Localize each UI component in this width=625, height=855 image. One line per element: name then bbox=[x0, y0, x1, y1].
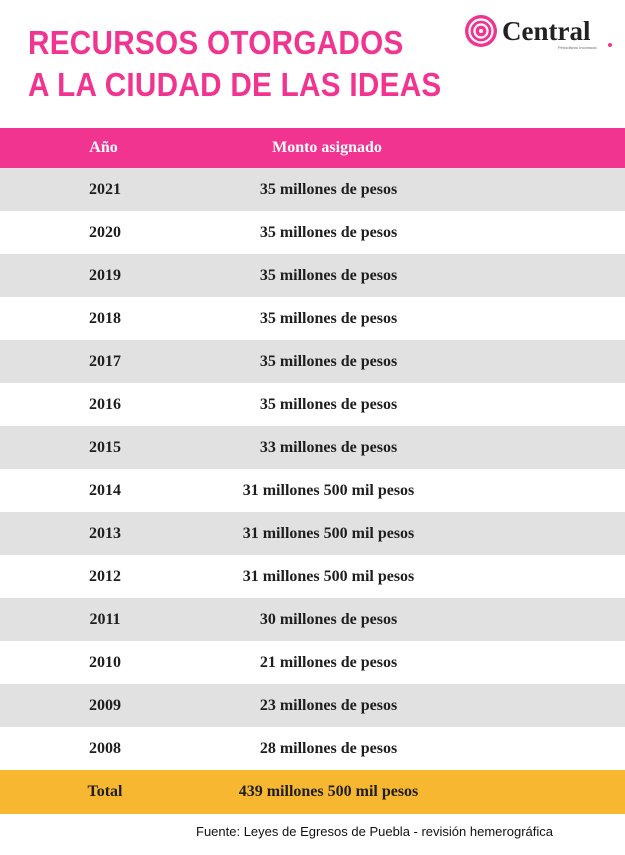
central-logo: Central Periodismo Incómodo bbox=[464, 14, 614, 54]
table-row: 2016 35 millones de pesos bbox=[0, 383, 625, 426]
row-amount: 31 millones 500 mil pesos bbox=[242, 481, 415, 499]
row-year: 2020 bbox=[89, 223, 121, 241]
table-row: 2008 28 millones de pesos bbox=[0, 727, 625, 770]
row-amount: 21 millones de pesos bbox=[259, 653, 398, 671]
row-amount: 31 millones 500 mil pesos bbox=[242, 524, 415, 542]
row-amount: 33 millones de pesos bbox=[259, 438, 398, 456]
row-year: 2017 bbox=[89, 352, 121, 370]
table-row: 2020 35 millones de pesos bbox=[0, 211, 625, 254]
table-row: 2011 30 millones de pesos bbox=[0, 598, 625, 641]
table-row: 2012 31 millones 500 mil pesos bbox=[0, 555, 625, 598]
row-amount: 28 millones de pesos bbox=[259, 739, 398, 757]
row-amount: 23 millones de pesos bbox=[259, 696, 398, 714]
row-amount: 35 millones de pesos bbox=[259, 223, 398, 241]
row-amount: 35 millones de pesos bbox=[259, 266, 398, 284]
table-row: 2021 35 millones de pesos bbox=[0, 168, 625, 211]
row-amount: 30 millones de pesos bbox=[259, 610, 398, 628]
row-year: 2019 bbox=[89, 266, 121, 284]
table-row: 2014 31 millones 500 mil pesos bbox=[0, 469, 625, 512]
row-year: 2008 bbox=[89, 739, 121, 757]
brand-dot bbox=[608, 43, 612, 47]
table-row: 2017 35 millones de pesos bbox=[0, 340, 625, 383]
row-year: 2016 bbox=[89, 395, 121, 413]
table-row: 2015 33 millones de pesos bbox=[0, 426, 625, 469]
total-row: Total 439 millones 500 mil pesos bbox=[0, 770, 625, 814]
table-row: 2019 35 millones de pesos bbox=[0, 254, 625, 297]
table-row: 2013 31 millones 500 mil pesos bbox=[0, 512, 625, 555]
total-amount: 439 millones 500 mil pesos bbox=[238, 783, 419, 800]
brand-name: Central bbox=[502, 16, 591, 46]
row-year: 2012 bbox=[89, 567, 121, 585]
row-amount: 35 millones de pesos bbox=[259, 395, 398, 413]
brand-tagline: Periodismo Incómodo bbox=[558, 45, 597, 50]
row-amount: 35 millones de pesos bbox=[259, 180, 398, 198]
row-amount: 31 millones 500 mil pesos bbox=[242, 567, 415, 585]
row-year: 2010 bbox=[89, 653, 121, 671]
row-year: 2014 bbox=[89, 481, 121, 499]
total-label: Total bbox=[87, 783, 123, 800]
row-year: 2021 bbox=[89, 180, 121, 198]
table-header: Año Monto asignado bbox=[0, 128, 625, 168]
row-amount: 35 millones de pesos bbox=[259, 309, 398, 327]
title-line-1: RECURSOS OTORGADOS bbox=[28, 24, 404, 61]
table-row: 2010 21 millones de pesos bbox=[0, 641, 625, 684]
central-logo-icon bbox=[465, 15, 497, 47]
table-row: 2009 23 millones de pesos bbox=[0, 684, 625, 727]
row-year: 2011 bbox=[89, 610, 121, 628]
row-year: 2009 bbox=[89, 696, 121, 714]
row-year: 2018 bbox=[89, 309, 121, 327]
row-amount: 35 millones de pesos bbox=[259, 352, 398, 370]
page-title: RECURSOS OTORGADOS A LA CIUDAD DE LAS ID… bbox=[28, 22, 441, 106]
source-note: Fuente: Leyes de Egresos de Puebla - rev… bbox=[196, 824, 553, 839]
header-amount: Monto asignado bbox=[272, 139, 382, 156]
row-year: 2013 bbox=[89, 524, 121, 542]
table-row: 2018 35 millones de pesos bbox=[0, 297, 625, 340]
header-year: Año bbox=[89, 139, 118, 156]
funding-table: Año Monto asignado 2021 35 millones de pe… bbox=[0, 128, 625, 814]
title-line-2: A LA CIUDAD DE LAS IDEAS bbox=[28, 66, 442, 103]
row-year: 2015 bbox=[89, 438, 121, 456]
